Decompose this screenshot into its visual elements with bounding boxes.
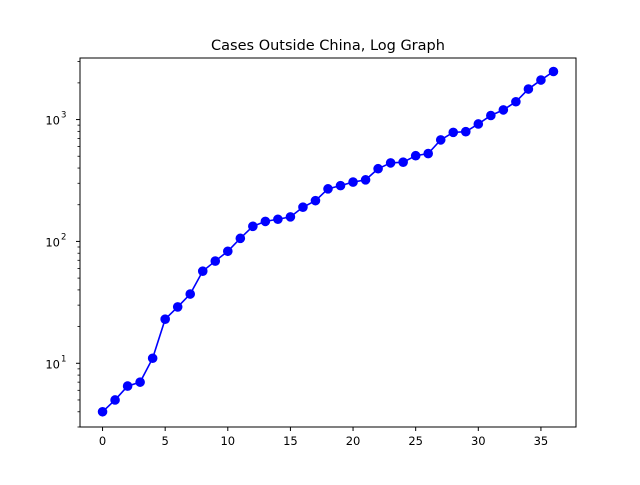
y-tick-label-base: 10 [45, 114, 60, 128]
plot-area [97, 66, 559, 417]
y-tick-label-exponent: 1 [61, 354, 66, 364]
y-tick-label: 10 [45, 235, 60, 249]
data-point [110, 395, 120, 405]
y-tick-label-base: 10 [45, 235, 60, 249]
data-point [160, 314, 170, 325]
data-point [260, 216, 271, 227]
x-tick-label: 5 [162, 434, 169, 448]
data-point [223, 246, 233, 257]
data-point [273, 214, 283, 225]
data-point [448, 127, 459, 138]
data-point [298, 202, 308, 212]
data-point [348, 177, 358, 187]
data-point [360, 175, 371, 185]
y-tick-label-exponent: 2 [61, 232, 66, 242]
data-point [511, 96, 521, 107]
data-point [473, 119, 484, 129]
y-tick-label-base: 10 [45, 357, 60, 371]
x-tick-label: 10 [220, 434, 235, 448]
data-point [385, 158, 396, 168]
data-point [210, 256, 221, 266]
x-tick-label: 35 [534, 434, 549, 448]
axes-frame [79, 57, 577, 428]
data-point [310, 195, 321, 206]
data-point [285, 212, 296, 222]
data-point [135, 377, 145, 387]
data-point [97, 406, 108, 417]
data-point [122, 381, 133, 391]
data-point [185, 289, 196, 299]
data-point [398, 157, 408, 167]
data-point [147, 353, 158, 364]
data-point [498, 105, 509, 115]
data-point [536, 75, 546, 85]
data-point [172, 302, 183, 312]
data-point [486, 110, 496, 121]
data-point [410, 150, 421, 161]
data-point [335, 180, 346, 191]
data-point [235, 233, 246, 244]
x-tick-label: 15 [283, 434, 298, 448]
data-point [373, 163, 383, 174]
data-point [523, 84, 534, 94]
x-tick-label: 0 [99, 434, 106, 448]
data-point [460, 126, 471, 137]
chart-title: Cases Outside China, Log Graph [211, 38, 445, 54]
y-tick-label: 10 [45, 114, 60, 128]
data-point [197, 266, 208, 276]
y-tick-label-exponent: 3 [61, 111, 66, 121]
x-tick-label: 20 [346, 434, 361, 448]
data-point [435, 135, 446, 145]
data-point [548, 66, 559, 77]
x-tick-label: 30 [471, 434, 486, 448]
x-tick-label: 25 [408, 434, 423, 448]
data-point [248, 221, 258, 232]
data-point [423, 148, 434, 159]
data-point [323, 184, 333, 194]
y-tick-label: 10 [45, 357, 60, 371]
